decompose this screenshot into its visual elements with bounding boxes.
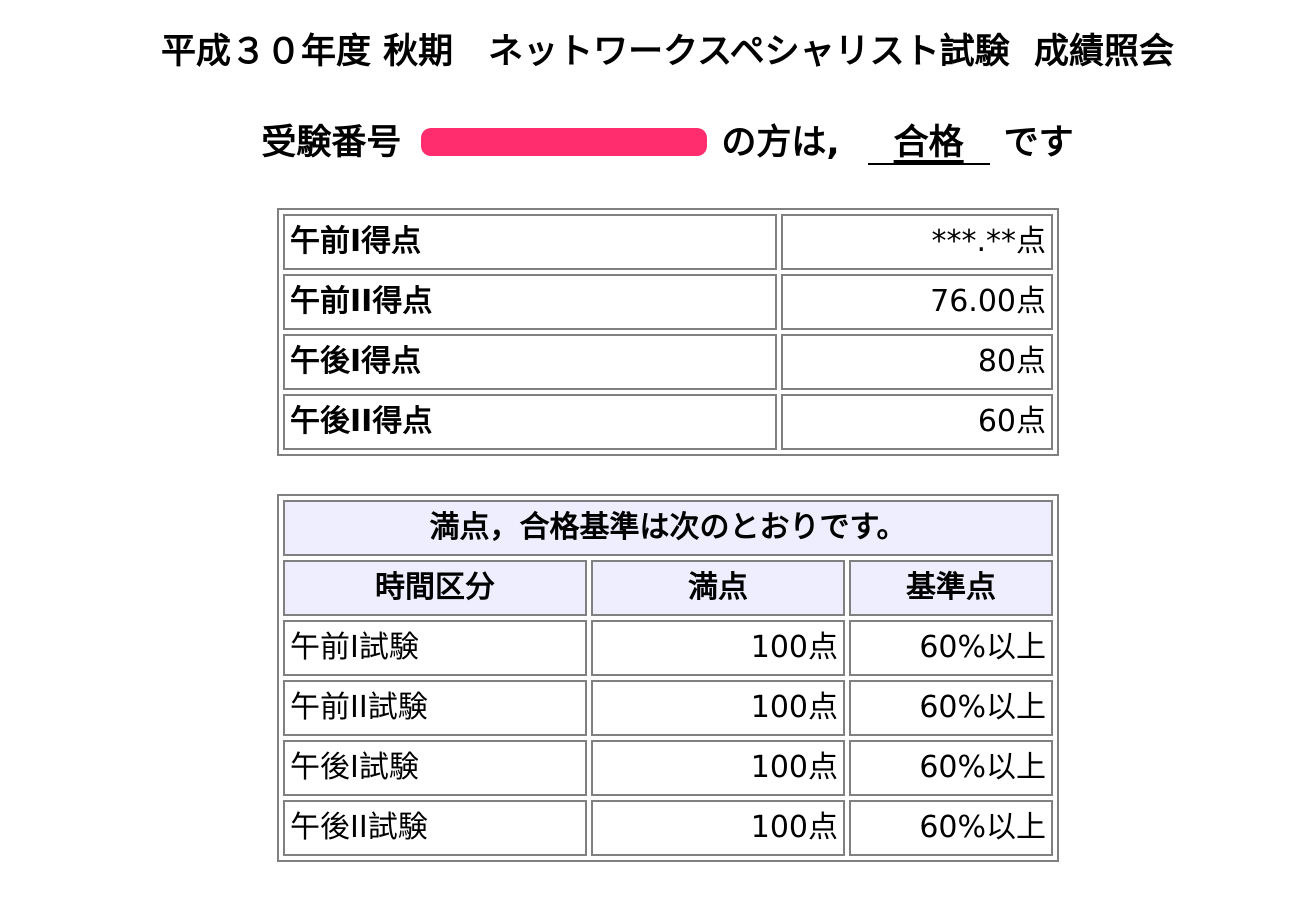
table-row: 午後II試験 100点 60%以上 [283,800,1053,856]
redacted-exam-number [421,128,708,156]
pass-mark: 60%以上 [849,620,1053,676]
table-row: 午前II得点 76.00点 [283,274,1053,330]
score-value: 60点 [781,394,1053,450]
score-label: 午後I得点 [283,334,777,390]
page-title: 平成３０年度 秋期 ネットワークスペシャリスト試験 成績照会 [160,32,1175,72]
score-value: 76.00点 [781,274,1053,330]
period-name: 午後I試験 [283,740,587,796]
score-value: ***.**点 [781,214,1053,270]
column-header-pass-mark: 基準点 [849,560,1053,616]
pass-status: 合格 [867,123,990,165]
table-row: 午前I試験 100点 60%以上 [283,620,1053,676]
table-row: 午後I試験 100点 60%以上 [283,740,1053,796]
score-table: 午前I得点 ***.**点 午前II得点 76.00点 午後I得点 80点 午後… [277,208,1059,456]
full-score: 100点 [591,620,845,676]
table-header-row: 時間区分 満点 基準点 [283,560,1053,616]
result-suffix: の方は, [721,123,840,163]
result-ending: です [1003,123,1074,163]
period-name: 午前II試験 [283,680,587,736]
table-caption-row: 満点，合格基準は次のとおりです。 [283,500,1053,556]
result-line: 受験番号 の方は, 合格 です [0,118,1310,168]
pass-mark: 60%以上 [849,800,1053,856]
criteria-table: 満点，合格基準は次のとおりです。 時間区分 満点 基準点 午前I試験 100点 … [277,494,1059,862]
pass-mark: 60%以上 [849,740,1053,796]
score-label: 午前II得点 [283,274,777,330]
exam-number-label: 受験番号 [261,123,402,163]
table-row: 午前II試験 100点 60%以上 [283,680,1053,736]
column-header-period: 時間区分 [283,560,587,616]
table-row: 午後II得点 60点 [283,394,1053,450]
full-score: 100点 [591,740,845,796]
score-label: 午後II得点 [283,394,777,450]
full-score: 100点 [591,800,845,856]
pass-mark: 60%以上 [849,680,1053,736]
period-name: 午前I試験 [283,620,587,676]
score-value: 80点 [781,334,1053,390]
table-row: 午前I得点 ***.**点 [283,214,1053,270]
criteria-caption: 満点，合格基準は次のとおりです。 [283,500,1053,556]
table-row: 午後I得点 80点 [283,334,1053,390]
full-score: 100点 [591,680,845,736]
column-header-full-score: 満点 [591,560,845,616]
period-name: 午後II試験 [283,800,587,856]
score-label: 午前I得点 [283,214,777,270]
